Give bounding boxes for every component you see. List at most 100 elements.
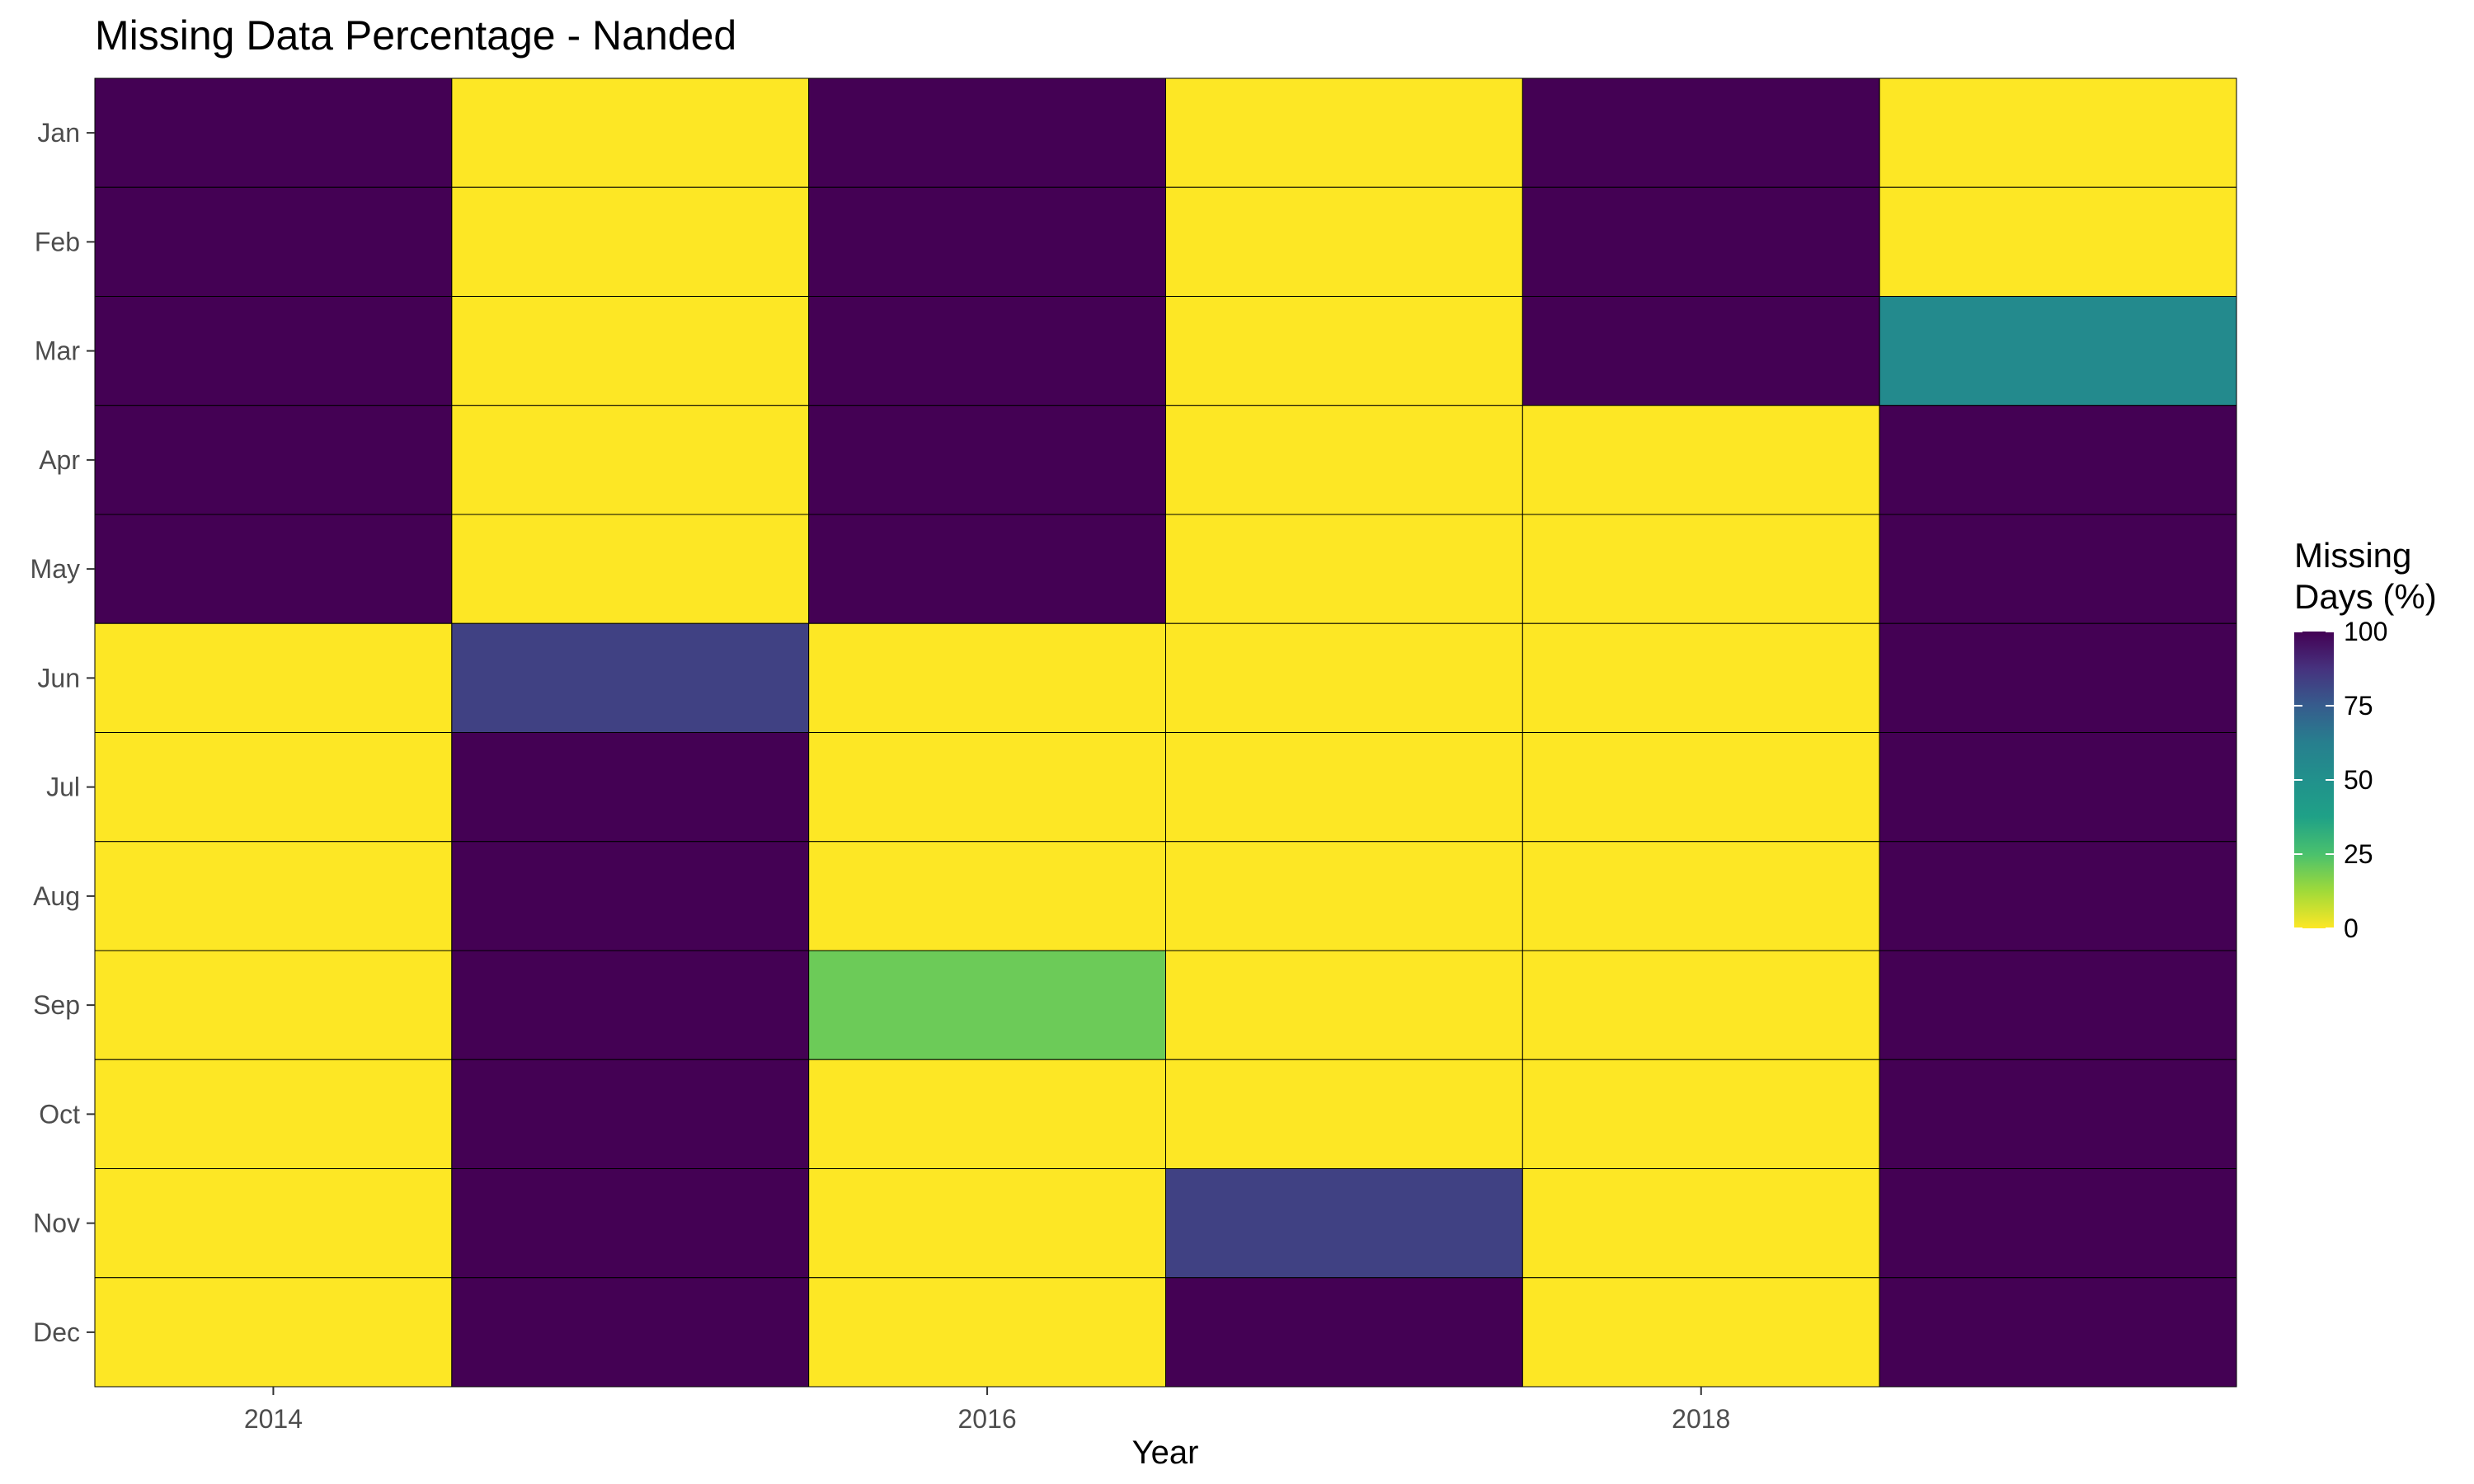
heatmap-tile-aug-2019 xyxy=(1879,841,2237,951)
heatmap-tile-sep-2015 xyxy=(451,950,810,1060)
heatmap-tile-mar-2014 xyxy=(94,296,453,406)
heatmap-tile-oct-2018 xyxy=(1522,1059,1880,1169)
y-tick-label-aug: Aug xyxy=(33,881,80,911)
heatmap-tile-may-2018 xyxy=(1522,514,1880,624)
heatmap-tile-dec-2015 xyxy=(451,1277,810,1388)
heatmap-tile-feb-2019 xyxy=(1879,186,2237,297)
heatmap-tile-may-2019 xyxy=(1879,514,2237,624)
heatmap-tile-jul-2018 xyxy=(1522,732,1880,843)
heatmap-tile-mar-2015 xyxy=(451,296,810,406)
y-tick-label-dec: Dec xyxy=(33,1317,80,1347)
heatmap-tile-may-2016 xyxy=(808,514,1167,624)
heatmap-tile-mar-2018 xyxy=(1522,296,1880,406)
heatmap-tile-jan-2014 xyxy=(94,77,453,188)
heatmap-tile-sep-2016 xyxy=(808,950,1167,1060)
heatmap-tile-sep-2019 xyxy=(1879,950,2237,1060)
y-tick-label-feb: Feb xyxy=(35,227,80,256)
heatmap-tile-apr-2015 xyxy=(451,405,810,515)
heatmap-tile-apr-2016 xyxy=(808,405,1167,515)
heatmap-tile-nov-2019 xyxy=(1879,1168,2237,1279)
heatmap-tile-aug-2017 xyxy=(1165,841,1523,951)
heatmap-tile-oct-2017 xyxy=(1165,1059,1523,1169)
heatmap-tile-sep-2014 xyxy=(94,950,453,1060)
heatmap-tile-apr-2019 xyxy=(1879,405,2237,515)
heatmap-tile-jun-2017 xyxy=(1165,622,1523,733)
heatmap-tile-dec-2014 xyxy=(94,1277,453,1388)
heatmap-tile-mar-2017 xyxy=(1165,296,1523,406)
heatmap-tile-feb-2014 xyxy=(94,186,453,297)
heatmap-tiles xyxy=(94,77,2237,1388)
heatmap-tile-nov-2014 xyxy=(94,1168,453,1279)
heatmap-tile-oct-2014 xyxy=(94,1059,453,1169)
heatmap-tile-jul-2015 xyxy=(451,732,810,843)
heatmap-tile-nov-2016 xyxy=(808,1168,1167,1279)
heatmap-tile-nov-2015 xyxy=(451,1168,810,1279)
heatmap-tile-aug-2018 xyxy=(1522,841,1880,951)
y-tick-label-nov: Nov xyxy=(33,1209,80,1238)
heatmap-tile-feb-2016 xyxy=(808,186,1167,297)
legend-tick-label-25: 25 xyxy=(2344,839,2373,869)
legend-tick-label-75: 75 xyxy=(2344,691,2373,721)
heatmap-tile-jun-2014 xyxy=(94,622,453,733)
heatmap-tile-jul-2017 xyxy=(1165,732,1523,843)
heatmap-tile-mar-2019 xyxy=(1879,296,2237,406)
heatmap-tile-may-2015 xyxy=(451,514,810,624)
heatmap-tile-dec-2017 xyxy=(1165,1277,1523,1388)
y-tick-label-jan: Jan xyxy=(37,118,80,148)
y-tick-label-mar: Mar xyxy=(35,336,80,366)
heatmap-tile-aug-2014 xyxy=(94,841,453,951)
legend-tick-label-100: 100 xyxy=(2344,617,2387,646)
heatmap-tile-jul-2014 xyxy=(94,732,453,843)
legend-tick-label-0: 0 xyxy=(2344,913,2359,943)
x-axis: 2014 2016 2018 xyxy=(244,1387,1730,1434)
heatmap-tile-nov-2017 xyxy=(1165,1168,1523,1279)
heatmap-tile-feb-2018 xyxy=(1522,186,1880,297)
heatmap-tile-jun-2015 xyxy=(451,622,810,733)
x-tick-label-2016: 2016 xyxy=(957,1404,1016,1434)
heatmap-tile-jun-2019 xyxy=(1879,622,2237,733)
heatmap-tile-sep-2017 xyxy=(1165,950,1523,1060)
heatmap-tile-sep-2018 xyxy=(1522,950,1880,1060)
heatmap-tile-dec-2019 xyxy=(1879,1277,2237,1388)
heatmap-tile-oct-2015 xyxy=(451,1059,810,1169)
heatmap-tile-jan-2018 xyxy=(1522,77,1880,188)
y-axis: Jan Feb Mar Apr May Jun Jul Aug Sep Oct Nov Dec xyxy=(31,118,95,1347)
heatmap-tile-feb-2015 xyxy=(451,186,810,297)
legend-ticks: 100 75 50 25 0 xyxy=(2294,617,2387,943)
heatmap-tile-jan-2017 xyxy=(1165,77,1523,188)
x-tick-label-2018: 2018 xyxy=(1672,1404,1730,1434)
x-tick-label-2014: 2014 xyxy=(244,1404,303,1434)
legend-title-line-2: Days (%) xyxy=(2294,577,2437,616)
heatmap-tile-feb-2017 xyxy=(1165,186,1523,297)
heatmap-tile-apr-2017 xyxy=(1165,405,1523,515)
heatmap-tile-oct-2019 xyxy=(1879,1059,2237,1169)
legend-tick-label-50: 50 xyxy=(2344,765,2373,795)
legend-title-line-1: Missing xyxy=(2294,536,2411,575)
heatmap-tile-apr-2018 xyxy=(1522,405,1880,515)
heatmap-tile-dec-2016 xyxy=(808,1277,1167,1388)
y-tick-label-sep: Sep xyxy=(33,990,80,1020)
heatmap-tile-mar-2016 xyxy=(808,296,1167,406)
heatmap-tile-jan-2016 xyxy=(808,77,1167,188)
chart-title: Missing Data Percentage - Nanded xyxy=(95,12,736,59)
legend: Missing Days (%) 100 75 50 25 0 xyxy=(2294,536,2437,943)
heatmap-tile-jan-2015 xyxy=(451,77,810,188)
heatmap-tile-aug-2015 xyxy=(451,841,810,951)
heatmap-tile-dec-2018 xyxy=(1522,1277,1880,1388)
x-axis-title: Year xyxy=(1132,1435,1199,1471)
heatmap-tile-jul-2019 xyxy=(1879,732,2237,843)
heatmap-tile-aug-2016 xyxy=(808,841,1167,951)
y-tick-label-apr: Apr xyxy=(39,445,80,475)
y-tick-label-may: May xyxy=(31,554,80,584)
heatmap-tile-jan-2019 xyxy=(1879,77,2237,188)
heatmap-tile-jun-2018 xyxy=(1522,622,1880,733)
heatmap-tile-apr-2014 xyxy=(94,405,453,515)
heatmap-tile-may-2017 xyxy=(1165,514,1523,624)
y-tick-label-jun: Jun xyxy=(37,663,80,693)
heatmap-tile-jun-2016 xyxy=(808,622,1167,733)
y-tick-label-jul: Jul xyxy=(46,773,80,802)
heatmap-tile-nov-2018 xyxy=(1522,1168,1880,1279)
heatmap-tile-jul-2016 xyxy=(808,732,1167,843)
heatmap-tile-oct-2016 xyxy=(808,1059,1167,1169)
